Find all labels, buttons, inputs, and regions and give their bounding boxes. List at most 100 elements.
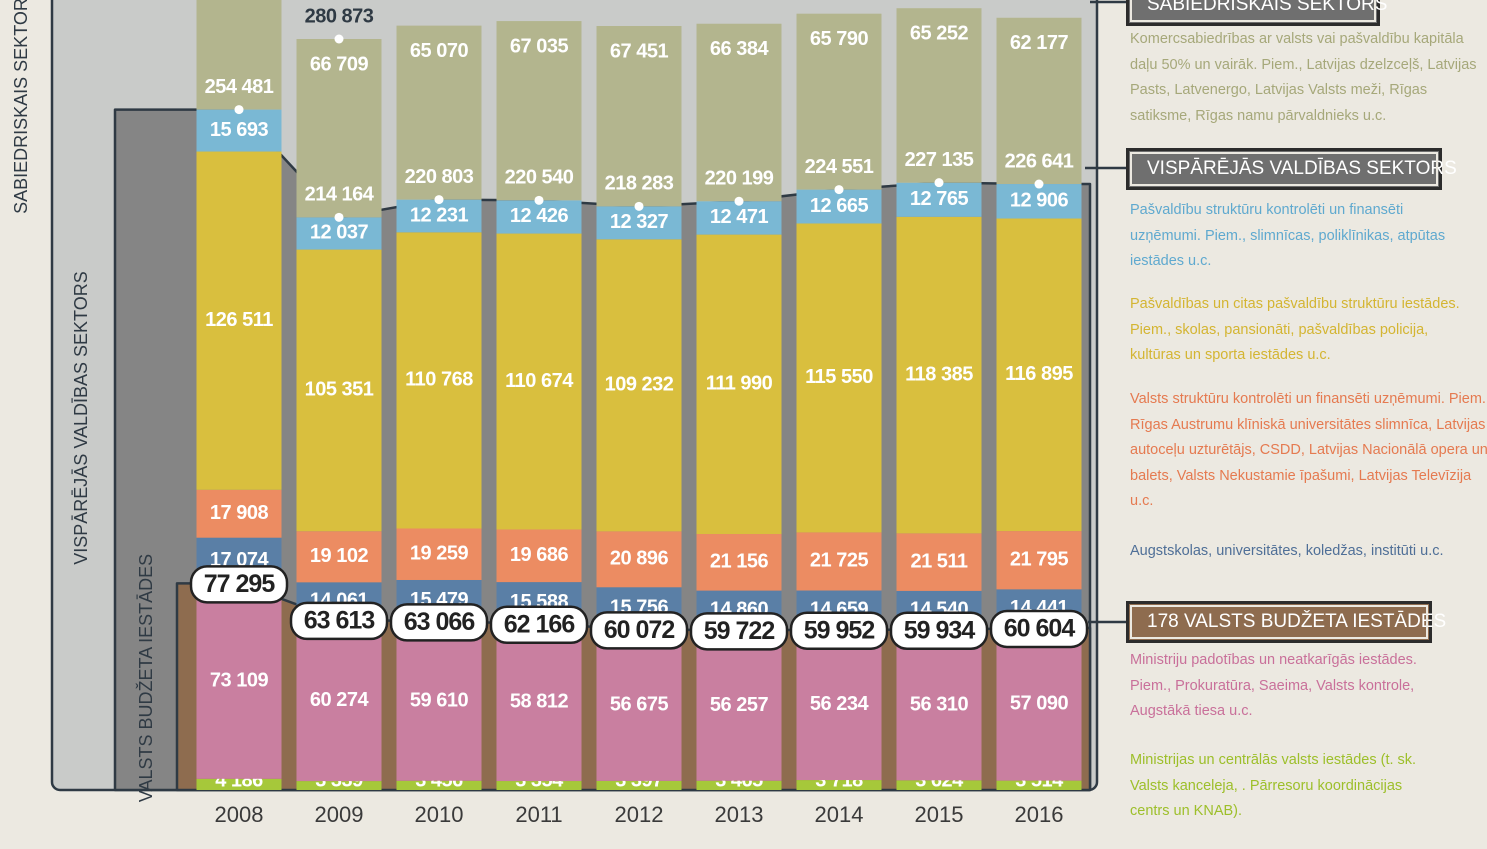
bar-segment <box>696 630 782 781</box>
value-label: 105 351 <box>305 379 374 401</box>
bar-segment <box>496 781 582 790</box>
bar-segment <box>796 189 882 224</box>
total-label: 254 481 <box>205 76 274 98</box>
x-tick-label: 2014 <box>815 802 864 827</box>
total-dot <box>534 195 544 205</box>
bar-segment <box>696 201 782 235</box>
total-bubble <box>589 611 689 650</box>
value-label: 19 259 <box>410 543 469 565</box>
value-label: 126 511 <box>205 309 273 331</box>
bar-segment <box>296 249 382 532</box>
total-label: 220 803 <box>405 166 474 188</box>
value-label: 56 675 <box>610 693 669 715</box>
total-dot <box>734 196 744 206</box>
bar-segment <box>196 489 282 538</box>
bar-segment <box>396 232 482 529</box>
group-side-label: VALSTS BUDŽETA IESTĀDES <box>136 554 156 802</box>
group-header: VISPĀRĒJĀS VALDĪBAS SEKTORS <box>1126 148 1457 190</box>
total-label: 63 066 <box>404 608 475 636</box>
bar-segment <box>896 533 982 591</box>
total-label: 59 722 <box>704 617 775 645</box>
x-tick-label: 2012 <box>615 802 664 827</box>
total-dot <box>634 201 644 211</box>
value-label: 65 252 <box>910 22 969 44</box>
total-label: 218 283 <box>605 173 674 195</box>
total-bubble <box>189 565 289 604</box>
value-label: 12 037 <box>310 222 369 244</box>
total-dot <box>334 34 344 44</box>
bar-segment <box>296 619 382 782</box>
bar-segment <box>996 531 1082 590</box>
value-label: 12 327 <box>610 211 669 233</box>
x-tick-label: 2009 <box>315 802 364 827</box>
total-dot <box>234 105 244 115</box>
value-label: 62 177 <box>1010 32 1069 54</box>
total-label: 77 295 <box>204 570 276 598</box>
value-label: 60 274 <box>310 689 370 711</box>
group-header: 178 VALSTS BUDŽETA IESTĀDES <box>1126 601 1446 643</box>
value-label: 12 765 <box>910 188 969 210</box>
value-label: 12 471 <box>710 206 769 228</box>
value-label: 21 795 <box>1010 548 1069 570</box>
bar-segment <box>896 216 982 534</box>
value-label: 56 257 <box>710 694 769 716</box>
value-label: 65 790 <box>810 28 869 50</box>
legend-text: Pašvaldību struktūru kontrolēti un finan… <box>1130 202 1446 269</box>
bar-segment <box>696 23 782 202</box>
total-bubble <box>689 612 789 651</box>
bar-segment <box>196 583 282 779</box>
bar-segment <box>396 621 482 781</box>
legend-text: Augstskolas, universitātes, koledžas, in… <box>1130 543 1444 559</box>
bar-overflow <box>196 0 282 110</box>
value-label: 66 709 <box>310 53 369 75</box>
bar-segment <box>996 780 1082 790</box>
value-label: 12 906 <box>1010 190 1069 212</box>
total-label: 280 873 <box>305 5 374 27</box>
value-label: 19 102 <box>310 545 369 567</box>
bar-segment <box>396 780 482 790</box>
total-bubble <box>389 603 489 642</box>
bar-segment <box>796 223 882 533</box>
total-bubble <box>989 609 1089 649</box>
bar-segment <box>496 623 582 782</box>
total-bubble <box>289 601 389 641</box>
bar-segment <box>996 17 1082 185</box>
value-label: 65 070 <box>410 40 469 62</box>
value-label: 115 550 <box>805 366 873 388</box>
total-label: 60 072 <box>604 616 675 644</box>
bar-segment <box>596 780 682 790</box>
total-label: 214 164 <box>305 184 375 206</box>
bar-segment <box>596 531 682 588</box>
value-label: 15 693 <box>210 119 269 141</box>
x-tick-label: 2015 <box>915 802 964 827</box>
bar-segment <box>796 780 882 790</box>
total-bubble <box>489 605 589 645</box>
total-label: 224 551 <box>805 156 874 178</box>
total-dot <box>934 178 944 188</box>
total-label: 60 604 <box>1004 615 1076 643</box>
bar-segment <box>796 629 882 781</box>
bar-segment <box>596 239 682 532</box>
bar-segment <box>896 629 982 781</box>
value-label: 12 665 <box>810 195 869 217</box>
value-label: 21 156 <box>710 551 769 573</box>
bar-segment <box>596 206 682 240</box>
bar-segment <box>196 109 282 152</box>
legend-text: Komercsabiedrības ar valsts vai pašvaldī… <box>1130 31 1477 124</box>
bar-segment <box>996 218 1082 532</box>
total-label: 220 540 <box>505 167 574 189</box>
total-dot <box>434 195 444 205</box>
bar-segment <box>896 182 982 217</box>
bar-segment <box>596 629 682 781</box>
value-label: 66 384 <box>710 38 770 60</box>
bar-segment <box>296 39 382 218</box>
x-tick-label: 2013 <box>715 802 764 827</box>
value-label: 110 768 <box>405 369 473 391</box>
group-side-label: VISPĀRĒJĀS VALDĪBAS SEKTORS <box>71 271 91 564</box>
value-label: 21 511 <box>910 550 967 572</box>
total-label: 59 934 <box>904 616 976 644</box>
total-label: 226 641 <box>1005 150 1074 172</box>
total-dot <box>1034 179 1044 189</box>
x-tick-label: 2008 <box>215 802 264 827</box>
